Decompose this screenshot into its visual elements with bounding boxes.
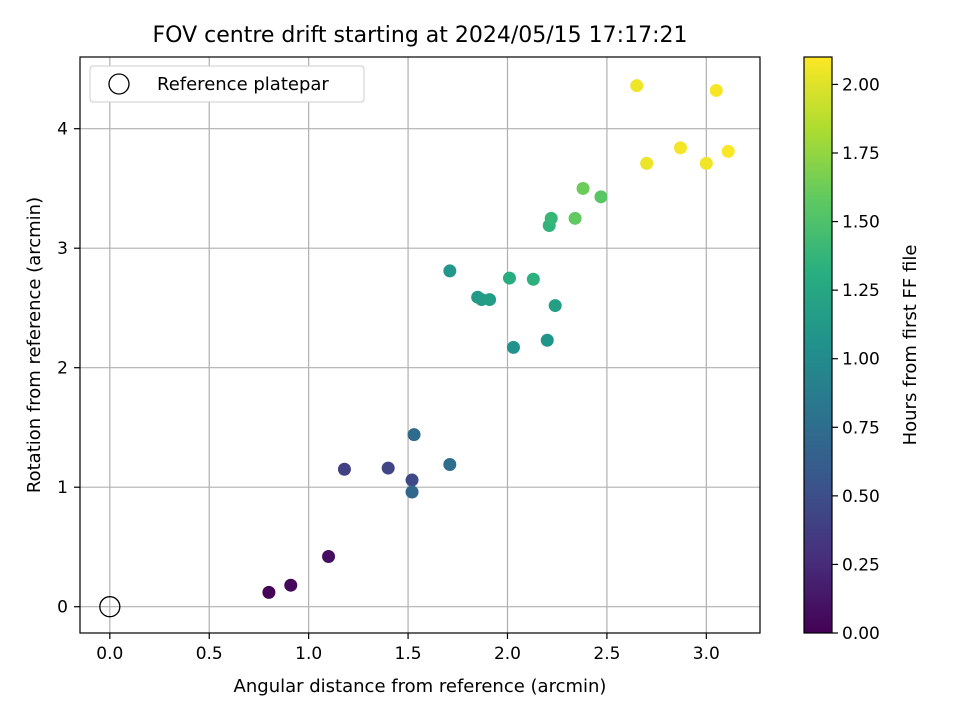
data-point [630, 79, 644, 93]
data-point [673, 141, 687, 155]
colorbar-tick-label: 0.25 [842, 555, 880, 575]
data-point [540, 333, 554, 347]
data-point [594, 190, 608, 204]
data-point [284, 578, 298, 592]
y-tick-label: 4 [57, 120, 68, 140]
colorbar-ticks: 0.00 0.25 0.50 0.75 1.00 1.25 1.50 1.75 2.00 [832, 75, 880, 644]
data-point [709, 83, 723, 97]
legend-reference-marker [108, 73, 130, 95]
x-tick-label: 3.0 [693, 644, 720, 664]
data-points [99, 79, 735, 618]
data-point [721, 144, 735, 158]
colorbar-tick-label: 1.25 [842, 281, 880, 301]
data-point [548, 299, 562, 313]
data-point [502, 271, 516, 285]
data-point [443, 458, 457, 472]
colorbar-tick-label: 0.00 [842, 624, 880, 644]
colorbar-gradient [803, 56, 833, 634]
x-tick-label: 0.5 [196, 644, 223, 664]
grid [80, 57, 760, 633]
legend-box [89, 65, 365, 103]
y-tick-label: 1 [57, 478, 68, 498]
legend: Reference platepar [89, 65, 365, 103]
data-point [405, 473, 419, 487]
colorbar-label: Hours from first FF file [900, 245, 921, 446]
x-axis-label: Angular distance from reference (arcmin) [234, 676, 607, 697]
data-point [483, 293, 497, 307]
x-axis-ticks: 0.0 0.5 1.0 1.5 2.0 2.5 3.0 [96, 633, 720, 664]
data-point [337, 462, 351, 476]
x-tick-label: 0.0 [96, 644, 123, 664]
data-point [262, 585, 276, 599]
data-point [506, 340, 520, 354]
data-point [526, 272, 540, 286]
x-tick-label: 2.5 [593, 644, 620, 664]
colorbar-tick-label: 0.75 [842, 418, 880, 438]
chart-title: FOV centre drift starting at 2024/05/15 … [153, 23, 688, 48]
colorbar-tick-label: 0.50 [842, 487, 880, 507]
data-point [407, 428, 421, 442]
colorbar-tick-label: 1.00 [842, 350, 880, 370]
data-point [405, 485, 419, 499]
colorbar-tick-label: 2.00 [842, 75, 880, 95]
data-point [381, 461, 395, 475]
x-tick-label: 1.5 [395, 644, 422, 664]
legend-label: Reference platepar [157, 74, 329, 95]
data-point [322, 550, 336, 564]
plot-frame [79, 56, 761, 634]
y-axis-label: Rotation from reference (arcmin) [24, 197, 45, 493]
y-tick-label: 2 [57, 359, 68, 379]
data-point [443, 264, 457, 278]
data-point [699, 156, 713, 170]
data-point [576, 181, 590, 195]
colorbar-tick-label: 1.75 [842, 144, 880, 164]
x-tick-label: 2.0 [494, 644, 521, 664]
x-tick-label: 1.0 [295, 644, 322, 664]
y-tick-label: 0 [57, 598, 68, 618]
y-axis-ticks: 0 1 2 3 4 [57, 120, 80, 618]
data-point [568, 211, 582, 225]
reference-marker [99, 596, 121, 618]
colorbar-tick-label: 1.50 [842, 213, 880, 233]
colorbar: 0.00 0.25 0.50 0.75 1.00 1.25 1.50 1.75 2.00 Hou… [803, 56, 921, 644]
data-point [640, 156, 654, 170]
y-tick-label: 3 [57, 239, 68, 259]
data-point [544, 211, 558, 225]
